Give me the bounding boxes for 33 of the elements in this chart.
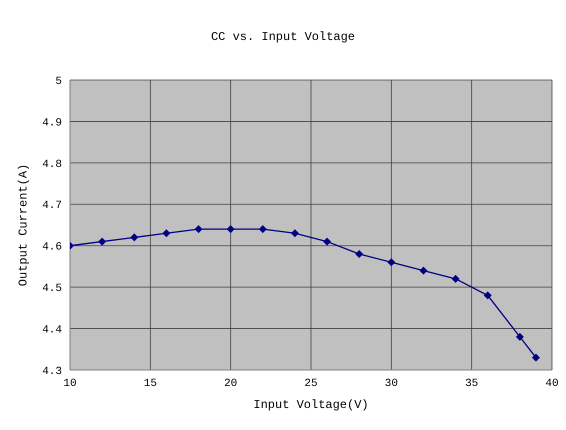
point — [516, 332, 524, 341]
point — [290, 229, 299, 238]
point — [387, 258, 396, 266]
x-tick-label: 40 — [545, 378, 559, 390]
x-tick-label: 15 — [144, 378, 157, 390]
x-tick-label: 35 — [465, 378, 478, 390]
chart-title: CC vs. Input Voltage — [210, 29, 356, 46]
y-tick-label: 4.8 — [42, 158, 62, 171]
y-tick-label: 5 — [55, 76, 62, 88]
y-tick-label: 4.6 — [42, 242, 62, 254]
y-tick-label: 4.9 — [42, 117, 62, 130]
x-tick-label: 10 — [63, 378, 77, 390]
point — [323, 238, 332, 246]
point — [532, 354, 540, 362]
x-axis-title: Input Voltage(V) — [253, 398, 369, 412]
point — [226, 225, 235, 234]
y-axis-title: Output Current(A) — [16, 164, 30, 286]
y-tick-label: 4.7 — [42, 200, 62, 212]
point — [258, 225, 267, 234]
point — [355, 250, 364, 258]
y-tick-label: 4.3 — [42, 366, 62, 378]
point — [484, 291, 492, 300]
point — [452, 274, 460, 283]
point — [130, 233, 138, 242]
point — [419, 266, 428, 275]
y-tick-label: 4.4 — [42, 324, 62, 336]
x-tick-label: 25 — [304, 378, 318, 390]
point — [162, 229, 170, 238]
x-tick-label: 20 — [224, 378, 238, 390]
x-tick-label: 30 — [384, 378, 398, 390]
point — [194, 225, 203, 234]
point — [98, 238, 106, 246]
y-tick-label: 4.5 — [42, 283, 62, 296]
